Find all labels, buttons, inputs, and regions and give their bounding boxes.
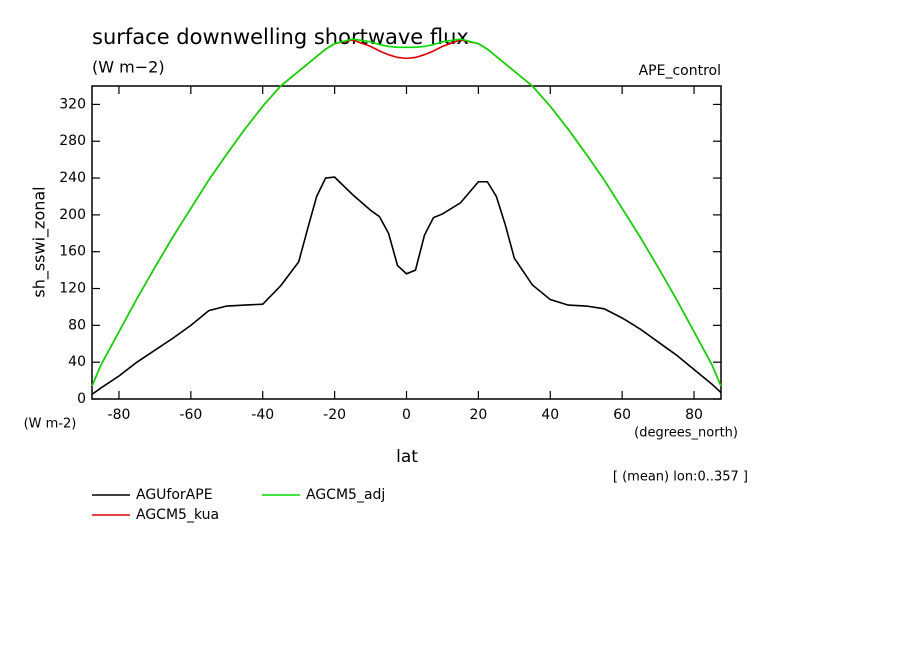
x-axis-units: (degrees_north)	[634, 426, 738, 441]
x-tick-label: -20	[323, 407, 346, 423]
footnote: [ (mean) lon:0..357 ]	[613, 470, 748, 485]
series-line	[91, 38, 722, 387]
y-tick-label: 0	[77, 391, 86, 407]
legend-label: AGCM5_kua	[136, 507, 219, 523]
x-axis-label: lat	[396, 447, 418, 467]
x-tick-label: -40	[251, 407, 274, 423]
y-axis-units: (W m-2)	[24, 417, 77, 432]
y-axis-label: sh_sswi_zonal	[30, 186, 50, 297]
legend-label: AGCM5_adj	[306, 487, 385, 503]
x-tick-label: -80	[108, 407, 131, 423]
legend-label: AGUforAPE	[136, 487, 213, 503]
x-tick-label: 80	[685, 407, 703, 423]
y-tick-label: 160	[59, 244, 86, 260]
y-tick-label: 240	[59, 170, 86, 186]
series-line	[91, 176, 722, 396]
y-tick-label: 120	[59, 281, 86, 297]
x-tick-label: 0	[402, 407, 411, 423]
chart-title: surface downwelling shortwave flux	[92, 25, 469, 49]
x-tick-label: -60	[179, 407, 202, 423]
annotation: APE_control	[639, 63, 721, 79]
plot-frame	[91, 85, 722, 400]
y-tick-label: 40	[68, 354, 86, 370]
x-tick-label: 20	[469, 407, 487, 423]
x-tick-label: 40	[541, 407, 559, 423]
y-tick-label: 320	[59, 96, 86, 112]
x-tick-label: 60	[613, 407, 631, 423]
chart-subtitle: (W m−2)	[92, 58, 165, 77]
y-tick-label: 80	[68, 317, 86, 333]
y-tick-label: 280	[59, 133, 86, 149]
y-tick-label: 200	[59, 207, 86, 223]
